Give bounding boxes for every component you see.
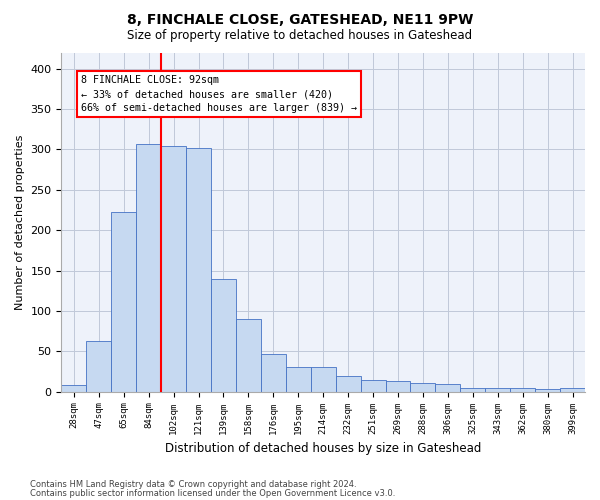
Bar: [410, 383, 436, 392]
Bar: [211, 280, 236, 392]
Bar: [136, 144, 161, 392]
Bar: [161, 146, 186, 392]
Bar: [436, 384, 460, 392]
Bar: [61, 385, 86, 392]
Bar: [361, 380, 386, 392]
Bar: [335, 376, 361, 392]
X-axis label: Distribution of detached houses by size in Gateshead: Distribution of detached houses by size …: [165, 442, 481, 455]
Bar: [386, 381, 410, 392]
Bar: [311, 368, 335, 392]
Bar: [560, 388, 585, 392]
Bar: [86, 341, 111, 392]
Text: Size of property relative to detached houses in Gateshead: Size of property relative to detached ho…: [127, 29, 473, 42]
Text: Contains HM Land Registry data © Crown copyright and database right 2024.: Contains HM Land Registry data © Crown c…: [30, 480, 356, 489]
Bar: [186, 148, 211, 392]
Text: Contains public sector information licensed under the Open Government Licence v3: Contains public sector information licen…: [30, 489, 395, 498]
Text: 8, FINCHALE CLOSE, GATESHEAD, NE11 9PW: 8, FINCHALE CLOSE, GATESHEAD, NE11 9PW: [127, 12, 473, 26]
Y-axis label: Number of detached properties: Number of detached properties: [15, 134, 25, 310]
Bar: [535, 390, 560, 392]
Text: 8 FINCHALE CLOSE: 92sqm
← 33% of detached houses are smaller (420)
66% of semi-d: 8 FINCHALE CLOSE: 92sqm ← 33% of detache…: [82, 75, 358, 113]
Bar: [236, 319, 261, 392]
Bar: [485, 388, 510, 392]
Bar: [261, 354, 286, 392]
Bar: [510, 388, 535, 392]
Bar: [286, 368, 311, 392]
Bar: [460, 388, 485, 392]
Bar: [111, 212, 136, 392]
